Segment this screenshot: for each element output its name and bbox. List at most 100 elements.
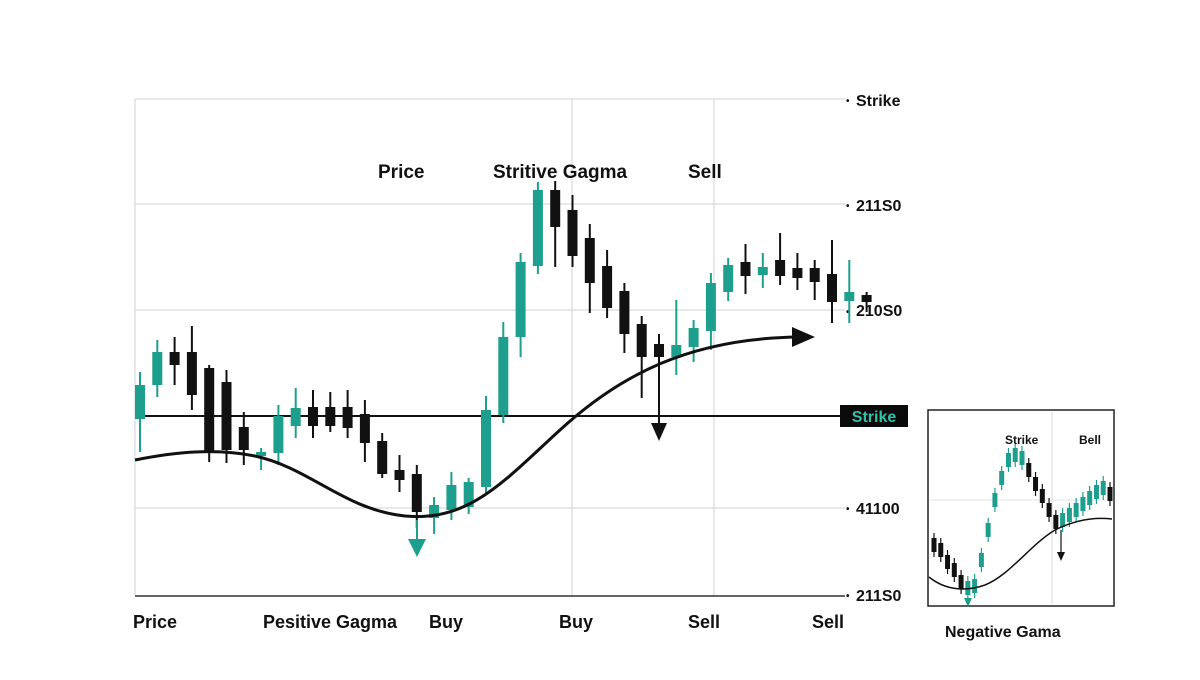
inset-candle-body: [1039, 489, 1045, 503]
candle: [705, 273, 716, 350]
y-tick-dot: •: [846, 96, 850, 107]
y-tick-label: 210S0: [856, 303, 902, 320]
inset-candle: [1012, 443, 1018, 467]
candle: [567, 195, 578, 267]
candle-body: [325, 407, 336, 426]
candle-body: [446, 485, 457, 510]
inset-candle-body: [1073, 503, 1079, 517]
candle: [619, 283, 630, 353]
candle: [377, 433, 388, 478]
inset-candle: [999, 466, 1005, 490]
inset-candle-body: [1005, 453, 1011, 467]
inset-candle-body: [1107, 487, 1113, 501]
candle-body: [429, 505, 440, 518]
candle: [602, 250, 613, 318]
inset-candle-body: [1060, 513, 1066, 527]
top-annotations: Price Stritive Gagma Sell: [378, 162, 722, 183]
candle-body: [705, 283, 716, 331]
candle: [152, 340, 163, 397]
candle: [359, 400, 370, 462]
inset-candle: [1019, 446, 1025, 470]
candle: [757, 253, 768, 288]
candle: [273, 405, 284, 465]
annotation-label: Stritive Gagma: [493, 162, 628, 183]
inset-candle-body: [985, 523, 991, 537]
candle: [861, 292, 872, 312]
inset-gamma-curve: [928, 517, 1113, 590]
candle-body: [238, 427, 249, 450]
candle-body: [723, 265, 734, 292]
candle: [308, 390, 318, 438]
inset-candle: [1039, 484, 1045, 508]
x-label: Price: [133, 612, 177, 632]
candle-body: [256, 452, 267, 456]
candle: [636, 316, 647, 398]
x-label: Sell: [812, 612, 844, 632]
candle-body: [567, 210, 578, 256]
inset-candle-body: [1066, 508, 1072, 522]
arrow-right-icon: [792, 327, 815, 347]
candle-body: [757, 267, 768, 275]
candle-body: [636, 324, 647, 357]
x-axis-labels: Price Pesitive Gagma Buy Buy Sell Sell: [133, 612, 844, 632]
candle-body: [481, 410, 491, 487]
candle-body: [273, 416, 284, 453]
annotation-label: Price: [378, 162, 424, 183]
inset-candle-body: [1087, 491, 1093, 505]
inset-candle-body: [958, 575, 964, 589]
candle: [532, 182, 543, 274]
inset-candle: [1107, 482, 1113, 506]
inset-candle: [992, 488, 998, 512]
x-label: Pesitive Gagma: [263, 612, 398, 632]
inset-caption: Negative Gama: [945, 624, 1061, 641]
candle-body: [221, 382, 232, 450]
inset-candle: [1005, 448, 1011, 472]
y-tick-label: 211S0: [856, 588, 901, 605]
y-axis-labels: • Strike • 211S0 • 210S0 • 41100 • 211S0: [846, 93, 902, 605]
candle: [411, 465, 422, 528]
candle-body: [359, 414, 370, 443]
candle-body: [169, 352, 180, 365]
y-tick-label: 41100: [856, 501, 900, 518]
candle-body: [290, 408, 301, 426]
candle-body: [308, 407, 318, 426]
inset-candle-body: [1012, 448, 1018, 462]
arrow-down-icon: [964, 598, 972, 607]
x-label: Buy: [429, 612, 463, 632]
candle-body: [532, 190, 543, 266]
candle-body: [619, 291, 630, 334]
x-label: Sell: [688, 612, 720, 632]
candle: [515, 253, 526, 357]
inset-candle-body: [1053, 515, 1059, 529]
inset-candle-body: [965, 581, 971, 595]
inset-candle-body: [978, 553, 984, 567]
candle-body: [463, 482, 474, 507]
candle-body: [584, 238, 595, 283]
candle: [186, 326, 197, 410]
gamma-curve: [134, 335, 801, 519]
inset-candle: [958, 570, 964, 594]
candle-body: [186, 352, 197, 395]
candle: [792, 253, 803, 290]
inset-candle: [965, 576, 971, 600]
arrow-down-icon: [408, 539, 426, 557]
candle-body: [861, 295, 872, 302]
inset-candle: [1026, 458, 1032, 482]
candle: [723, 258, 734, 301]
inset-candle-body: [938, 543, 944, 557]
candle: [221, 370, 232, 463]
candle: [204, 365, 215, 462]
inset-candle: [938, 538, 944, 562]
inset-candle: [945, 550, 951, 574]
strike-badge-label: Strike: [852, 409, 897, 426]
x-label: Buy: [559, 612, 593, 632]
inset-label: Strike: [1005, 433, 1039, 447]
inset-candle: [931, 533, 937, 557]
candle: [394, 455, 405, 492]
candle: [325, 392, 336, 432]
arrow-down-icon: [651, 423, 667, 441]
inset-candle-body: [1093, 485, 1099, 499]
inset-candle-body: [1046, 503, 1052, 517]
candle: [498, 322, 509, 423]
candle: [290, 388, 301, 438]
